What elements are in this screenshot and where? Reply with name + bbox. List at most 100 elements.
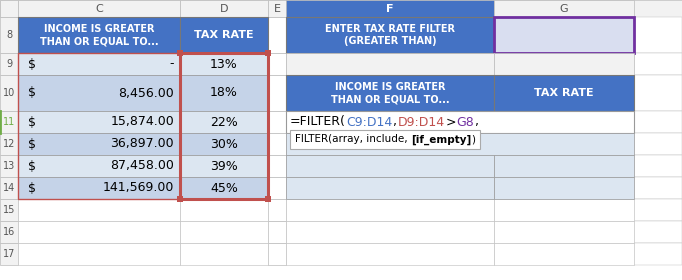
Text: TAX RATE: TAX RATE [534, 88, 594, 98]
Bar [180, 133, 268, 155]
Bar [177, 196, 183, 202]
Text: ,: , [393, 115, 397, 129]
Text: 45%: 45% [210, 181, 238, 195]
Bar [18, 17, 180, 53]
Text: 18%: 18% [210, 87, 238, 99]
Bar [180, 17, 268, 53]
Text: ): ) [471, 134, 475, 144]
Bar [0, 155, 18, 177]
Text: >: > [445, 115, 456, 129]
Bar [0, 221, 18, 243]
Bar [268, 243, 286, 265]
Text: $: $ [28, 137, 36, 151]
Text: [if_empty]: [if_empty] [411, 134, 471, 145]
Text: 9: 9 [6, 59, 12, 69]
Bar [265, 196, 271, 202]
Text: G8: G8 [456, 115, 474, 129]
Bar [0, 199, 18, 221]
Bar [494, 75, 634, 111]
Bar [286, 17, 494, 53]
Text: $: $ [28, 181, 36, 195]
Text: $: $ [28, 87, 36, 99]
Bar [634, 53, 682, 75]
Text: D: D [220, 4, 228, 13]
Bar [634, 133, 682, 155]
Text: 15,874.00: 15,874.00 [110, 115, 174, 129]
Bar [286, 111, 634, 133]
Bar [268, 17, 286, 53]
Bar [268, 177, 286, 199]
Text: 12: 12 [3, 139, 15, 149]
Bar [180, 243, 268, 265]
Text: =FILTER(: =FILTER( [290, 115, 346, 129]
Bar [286, 177, 494, 199]
Bar [634, 155, 682, 177]
Bar [0, 75, 18, 111]
Text: TAX RATE: TAX RATE [194, 30, 254, 40]
Bar [180, 111, 268, 133]
Bar [0, 243, 18, 265]
Text: INCOME IS GREATER
THAN OR EQUAL TO...: INCOME IS GREATER THAN OR EQUAL TO... [40, 24, 158, 46]
Text: 11: 11 [3, 117, 15, 127]
Text: $: $ [28, 160, 36, 172]
Text: G: G [560, 4, 568, 13]
Bar [494, 221, 634, 243]
Text: 30%: 30% [210, 137, 238, 151]
Bar [286, 221, 494, 243]
Text: 15: 15 [3, 205, 15, 215]
Text: 17: 17 [3, 249, 15, 259]
Bar [286, 53, 494, 75]
Bar [18, 75, 180, 111]
Bar [268, 53, 286, 75]
Bar [180, 155, 268, 177]
Text: 39%: 39% [210, 160, 238, 172]
Bar [18, 0, 180, 17]
Bar [634, 199, 682, 221]
Bar [180, 75, 268, 111]
Bar [286, 243, 494, 265]
Bar [286, 155, 494, 177]
Bar [494, 0, 634, 17]
Bar [286, 75, 494, 111]
Bar [494, 199, 634, 221]
Text: ENTER TAX RATE FILTER
(GREATER THAN): ENTER TAX RATE FILTER (GREATER THAN) [325, 24, 455, 46]
Bar [180, 0, 268, 17]
Bar [634, 243, 682, 265]
Text: 36,897.00: 36,897.00 [110, 137, 174, 151]
Bar [0, 0, 682, 17]
Bar [180, 53, 268, 199]
Bar [180, 199, 268, 221]
Bar [494, 243, 634, 265]
Text: 141,569.00: 141,569.00 [102, 181, 174, 195]
Bar [268, 0, 286, 17]
Bar [286, 133, 634, 155]
Text: 8,456.00: 8,456.00 [118, 87, 174, 99]
Text: 13: 13 [3, 161, 15, 171]
Bar [634, 111, 682, 133]
Bar [634, 75, 682, 111]
Bar [268, 221, 286, 243]
Bar [286, 199, 494, 221]
Bar [0, 0, 18, 17]
Text: FILTER(array, include,: FILTER(array, include, [295, 134, 411, 144]
Bar [18, 53, 268, 199]
Text: 8: 8 [6, 30, 12, 40]
Bar [180, 221, 268, 243]
Text: 87,458.00: 87,458.00 [110, 160, 174, 172]
Bar [494, 177, 634, 199]
Text: $: $ [28, 57, 36, 71]
Bar [268, 111, 286, 133]
Bar [494, 155, 634, 177]
Bar [634, 17, 682, 53]
Bar [0, 133, 18, 155]
Bar [290, 130, 480, 149]
Bar [268, 199, 286, 221]
Bar [0, 53, 18, 75]
Bar [0, 177, 18, 199]
Bar [0, 17, 18, 53]
Text: C9:D14: C9:D14 [346, 115, 393, 129]
Bar [268, 155, 286, 177]
Bar [634, 221, 682, 243]
Bar [265, 50, 271, 56]
Bar [634, 177, 682, 199]
